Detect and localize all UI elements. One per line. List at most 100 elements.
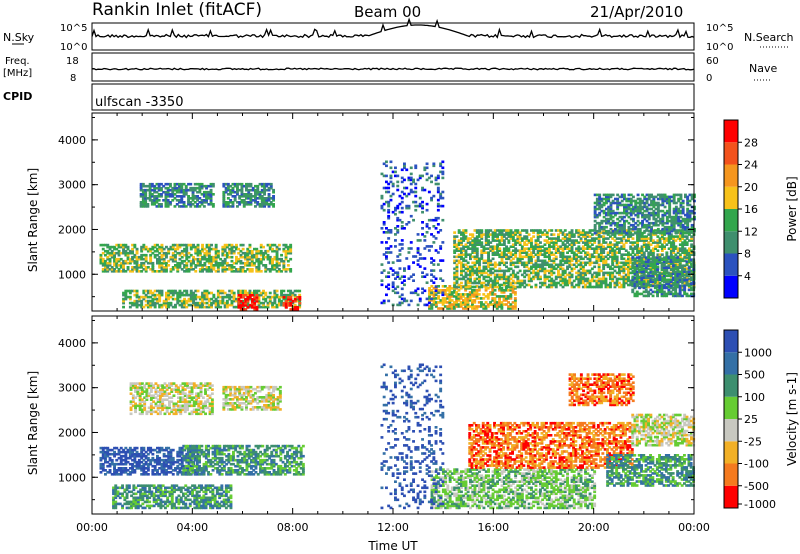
velocity-colorbar-swatch — [724, 441, 738, 464]
power-colorbar: 4 8 12 16 20 24 28 Power [dB] — [723, 119, 799, 299]
nsky-label: N.Sky — [3, 31, 35, 44]
velocity-ytick-label: 1000 — [58, 471, 86, 484]
cpid-value: ulfscan -3350 — [95, 95, 183, 110]
power-colorbar-tick: 24 — [744, 159, 758, 172]
power-region-4 — [237, 294, 259, 311]
velocity-xtick-label: 00:00 — [76, 521, 108, 534]
velocity-colorbar-swatch — [724, 463, 738, 486]
velocity-colorbar-swatch — [724, 374, 738, 397]
velocity-colorbar-tick: -1000 — [744, 498, 776, 511]
power-colorbar-swatch — [724, 253, 738, 276]
freq-right-tick-high: 60 — [706, 56, 719, 67]
noise-left-tick-high: 10^5 — [60, 23, 87, 34]
velocity-region-8 — [606, 454, 695, 487]
power-colorbar-swatch — [724, 275, 738, 298]
noise-right-tick-high: 10^5 — [706, 23, 733, 34]
velocity-region-4 — [112, 484, 233, 510]
power-colorbar-tick: 20 — [744, 181, 758, 194]
velocity-colorbar-swatch — [724, 485, 738, 508]
velocity-region-7 — [568, 373, 635, 407]
velocity-colorbar-tick: -25 — [744, 435, 762, 448]
velocity-colorbar-tick: 500 — [744, 369, 765, 382]
power-colorbar-tick: 12 — [744, 225, 758, 238]
freq-left-tick-high: 18 — [66, 56, 79, 67]
velocity-panel: 1000 2000 3000 4000 00:00 04:00 08:00 12:00 16:0… — [26, 315, 710, 534]
velocity-xtick-label: 08:00 — [277, 521, 309, 534]
nsearch-label: N.Search — [744, 31, 794, 44]
velocity-xtick-label: 16:00 — [477, 521, 509, 534]
freq-left-tick-low: 8 — [70, 73, 76, 84]
velocity-colorbar-label: Velocity [m s-1] — [785, 372, 799, 466]
power-colorbar-label: Power [dB] — [785, 176, 799, 241]
noise-right-tick-low: 10^0 — [706, 42, 733, 53]
power-ytick-label: 1000 — [58, 268, 86, 281]
velocity-cells — [99, 363, 696, 510]
velocity-xtick-label: 04:00 — [176, 521, 208, 534]
power-colorbar-tick: 28 — [744, 136, 758, 149]
velocity-colorbar-swatch — [724, 352, 738, 375]
frequency-trace — [91, 67, 695, 71]
nave-label: Nave — [749, 62, 777, 75]
velocity-ytick-label: 2000 — [58, 426, 86, 439]
velocity-colorbar-tick: -100 — [744, 458, 769, 471]
date-title: 21/Apr/2010 — [590, 3, 683, 21]
velocity-xtick-label: 20:00 — [578, 521, 610, 534]
power-colorbar-swatch — [724, 209, 738, 232]
freq-right-tick-low: 0 — [706, 73, 712, 84]
velocity-colorbar-swatch — [724, 330, 738, 353]
beam-title: Beam 00 — [354, 3, 421, 21]
power-region-8 — [593, 193, 696, 235]
velocity-colorbar-swatch — [724, 419, 738, 442]
power-ytick-label: 3000 — [58, 179, 86, 192]
power-region-3 — [122, 289, 302, 309]
noise-trace — [91, 17, 695, 39]
power-colorbar-tick: 4 — [744, 270, 751, 283]
power-ytick-label: 4000 — [58, 134, 86, 147]
velocity-colorbar-tick: 1000 — [744, 346, 772, 359]
freq-label: Freq. — [5, 56, 30, 67]
power-colorbar-tick: 16 — [744, 203, 758, 216]
velocity-axes: 1000 2000 3000 4000 00:00 04:00 08:00 12:00 16:0… — [26, 316, 710, 534]
velocity-xtick-label: 12:00 — [377, 521, 409, 534]
power-panel: 1000 2000 3000 4000 Slant Range [km] — [26, 112, 696, 312]
velocity-xtick-label: 00:00 — [678, 521, 710, 534]
cpid-label: CPID — [3, 90, 32, 103]
velocity-region-1 — [182, 444, 305, 476]
velocity-region-2 — [129, 382, 214, 416]
freq-unit-label: [MHz] — [3, 68, 32, 79]
power-colorbar-swatch — [724, 186, 738, 209]
velocity-region-5 — [430, 468, 597, 510]
velocity-ytick-label: 4000 — [58, 337, 86, 350]
velocity-region-9 — [631, 413, 696, 447]
x-axis-label: Time UT — [367, 539, 418, 553]
power-region-10 — [380, 160, 445, 307]
velocity-colorbar-swatch — [724, 396, 738, 419]
power-cells — [99, 160, 696, 311]
velocity-colorbar-tick: -500 — [744, 480, 769, 493]
power-region-9 — [631, 256, 696, 298]
cpid-panel — [91, 83, 695, 111]
power-region-1 — [139, 182, 215, 208]
power-region-2 — [222, 182, 275, 208]
power-ytick-label: 2000 — [58, 223, 86, 236]
velocity-colorbar-tick: 25 — [744, 413, 758, 426]
power-colorbar-swatch — [724, 120, 738, 143]
velocity-region-10 — [380, 363, 445, 510]
power-region-5 — [282, 296, 302, 311]
frequency-panel — [91, 52, 695, 82]
velocity-ylabel: Slant Range [km] — [26, 371, 40, 475]
power-colorbar-swatch — [724, 231, 738, 254]
velocity-region-6 — [468, 421, 634, 469]
velocity-ytick-label: 3000 — [58, 382, 86, 395]
power-colorbar-swatch — [724, 164, 738, 187]
power-ylabel: Slant Range [km] — [26, 168, 40, 272]
noise-left-tick-low: 10^0 — [60, 42, 87, 53]
velocity-colorbar-tick: 100 — [744, 391, 765, 404]
power-colorbar-swatch — [724, 142, 738, 165]
power-region-0 — [99, 243, 293, 273]
station-title: Rankin Inlet (fitACF) — [92, 0, 262, 20]
power-colorbar-tick: 8 — [744, 248, 751, 261]
velocity-colorbar: 1000 500 100 25 -25 -100 -500 -1000 Velocity [m … — [723, 329, 799, 511]
velocity-region-3 — [222, 385, 282, 411]
